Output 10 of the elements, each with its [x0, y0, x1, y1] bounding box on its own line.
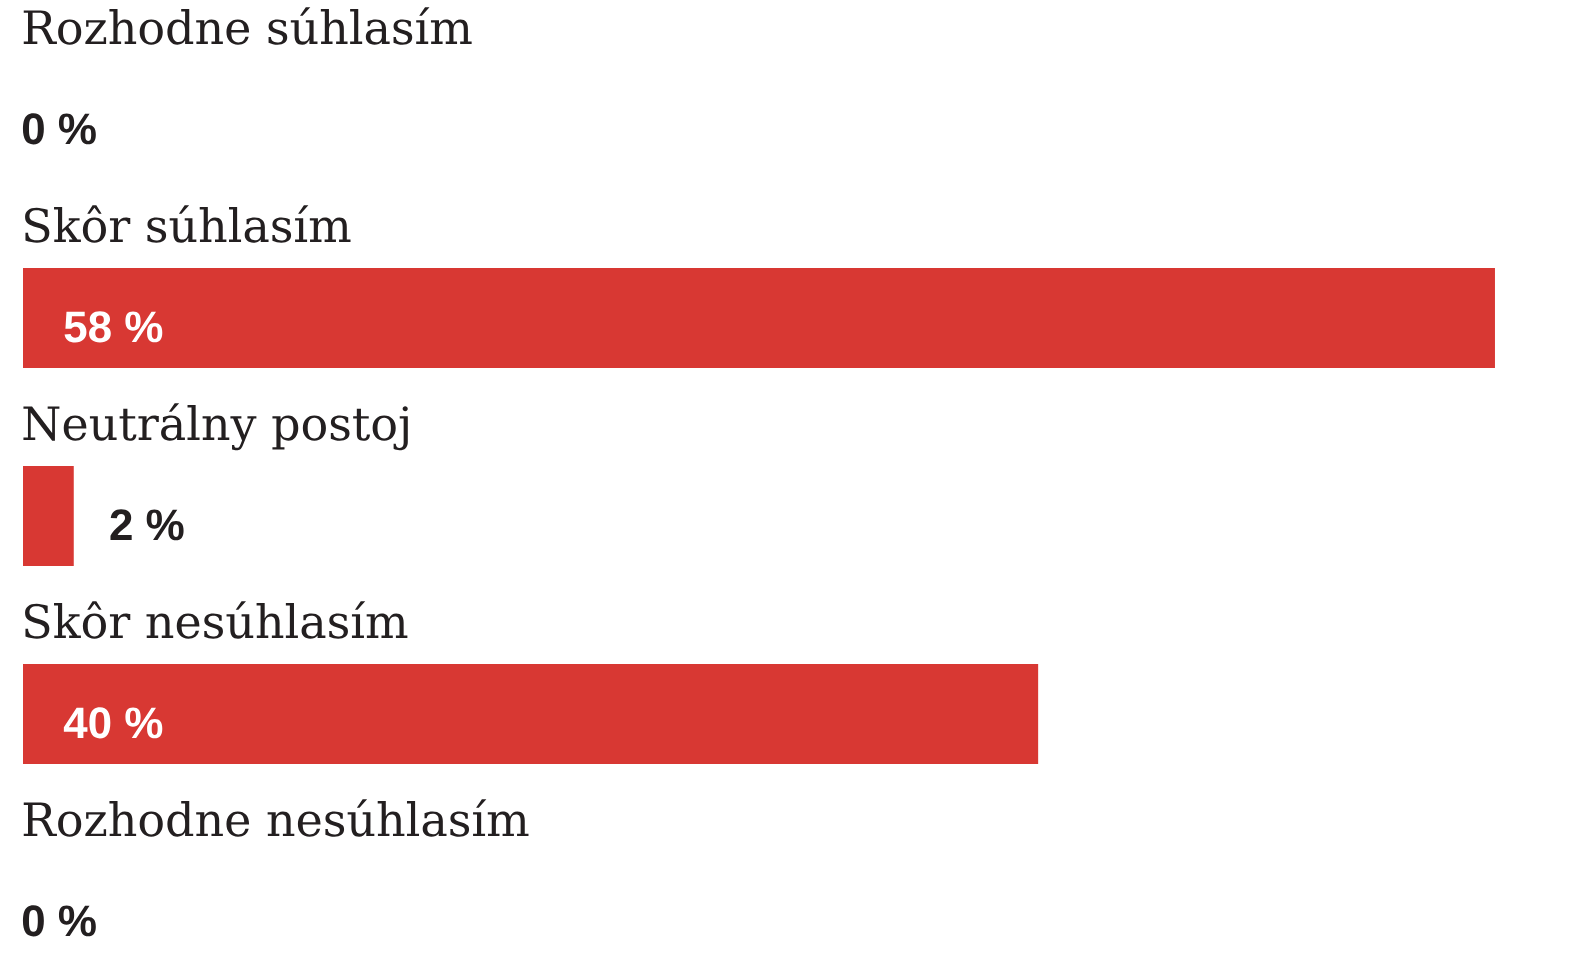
- y-tick-label: Skôr nesúhlasím: [25, 601, 408, 639]
- y-tick-label: Neutrálny postoj: [23, 403, 408, 451]
- y-tick-label: Rozhodne súhlasím: [23, 7, 472, 45]
- data-label: 0 %: [22, 905, 96, 937]
- data-label: 0 %: [22, 113, 96, 145]
- y-tick-label: Skôr súhlasím: [25, 205, 351, 243]
- data-label: 40 %: [63, 707, 163, 739]
- data-label: 58 %: [64, 311, 163, 343]
- y-tick-label: Rozhodne nesúhlasím: [23, 799, 529, 837]
- data-label: 2 %: [110, 509, 184, 541]
